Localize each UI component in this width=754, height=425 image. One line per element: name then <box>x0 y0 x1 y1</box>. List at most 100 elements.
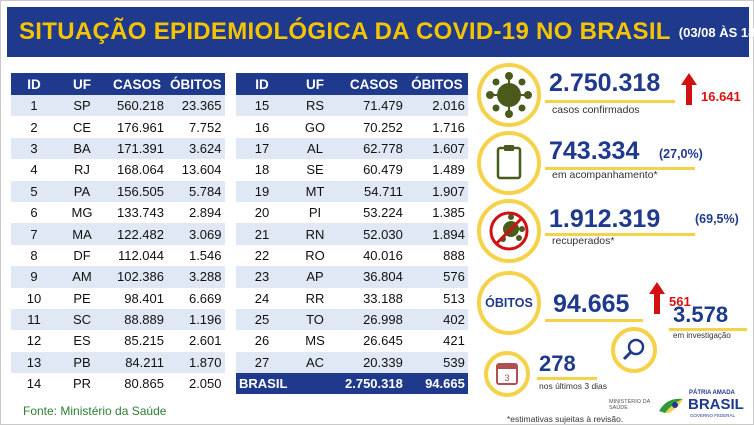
obitos-cell: 1.607 <box>405 137 468 160</box>
id-cell: 20 <box>254 205 270 221</box>
obitos-cell: 1.196 <box>167 308 225 331</box>
uf-cell: TO <box>288 308 342 331</box>
uf-cell: DF <box>73 247 91 263</box>
table-row: 9 AM 102.386 3.288 <box>11 266 225 288</box>
table-row: 22 RO 40.016 888 <box>236 245 468 266</box>
id-cell: 8 <box>30 247 38 263</box>
casos-cell: 156.505 <box>107 180 167 202</box>
id-cell: 14 <box>26 376 42 392</box>
casos-cell: 84.211 <box>107 351 167 374</box>
recovered-underline <box>545 233 695 236</box>
id-cell: 26 <box>254 333 270 349</box>
id-cell: 1 <box>11 95 57 117</box>
id-cell: 18 <box>254 162 270 178</box>
table-row: 10 PE 98.401 6.669 <box>11 288 225 309</box>
id-cell: 3 <box>11 137 57 160</box>
id-cell: 16 <box>254 119 270 135</box>
id-cell: 2 <box>30 119 38 135</box>
casos-cell: 171.391 <box>107 137 167 160</box>
deaths-underline <box>545 319 643 322</box>
id-cell: 9 <box>11 266 57 288</box>
uf-cell: AL <box>288 137 342 160</box>
investigation-caption: em investigação <box>673 331 731 340</box>
obitos-cell: 3.288 <box>167 266 225 288</box>
casos-cell: 53.224 <box>363 205 403 221</box>
monitoring-badge <box>477 131 541 195</box>
id-cell: 21 <box>236 223 288 245</box>
col-id: ID <box>11 73 57 95</box>
casos-cell: 71.479 <box>342 95 406 117</box>
obitos-cell: 5.784 <box>167 180 225 202</box>
deaths-badge: ÓBITOS <box>477 271 541 335</box>
obitos-cell: 1.385 <box>432 205 465 221</box>
casos-cell: 62.778 <box>342 137 406 160</box>
header-banner: SITUAÇÃO EPIDEMIOLÓGICA DA COVID-19 NO B… <box>7 7 754 57</box>
deaths-label: ÓBITOS <box>485 296 533 310</box>
confirmed-underline <box>545 100 675 103</box>
uf-cell: PI <box>308 205 322 221</box>
obitos-cell: 23.365 <box>167 95 225 117</box>
states-table-right: ID UF CASOS ÓBITOS 15 RS 71.479 2.016 16 GO 70… <box>236 73 468 395</box>
table-row: 15 RS 71.479 2.016 <box>236 95 468 117</box>
col-casos: CASOS <box>107 73 167 95</box>
table-row: 1 SP 560.218 23.365 <box>11 95 225 117</box>
uf-cell: BA <box>57 137 107 160</box>
casos-cell: 122.482 <box>107 223 167 245</box>
id-cell: 17 <box>236 137 288 160</box>
casos-cell: 60.479 <box>363 162 403 178</box>
obitos-cell: 513 <box>443 290 465 306</box>
col-casos: CASOS <box>342 73 406 95</box>
up-arrow-icon <box>649 282 665 314</box>
casos-cell: 176.961 <box>117 119 164 135</box>
table-row: 17 AL 62.778 1.607 <box>236 137 468 160</box>
table-row: 16 GO 70.252 1.716 <box>236 116 468 137</box>
uf-cell: PE <box>73 290 91 306</box>
recent-underline <box>537 377 597 380</box>
uf-cell: SP <box>57 95 107 117</box>
id-cell: 11 <box>11 308 57 331</box>
id-cell: 10 <box>26 290 42 306</box>
col-id: ID <box>236 73 288 95</box>
total-obitos: 94.665 <box>405 373 468 395</box>
table-row: 3 BA 171.391 3.624 <box>11 137 225 160</box>
brasil-subtitle: GOVERNO FEDERAL <box>690 413 736 418</box>
table-row: 21 RN 52.030 1.894 <box>236 223 468 245</box>
casos-cell: 80.865 <box>124 376 164 392</box>
obitos-cell: 13.604 <box>181 162 222 178</box>
table-row: 24 RR 33.188 513 <box>236 288 468 309</box>
table-row: 20 PI 53.224 1.385 <box>236 202 468 223</box>
no-virus-icon <box>489 211 529 251</box>
uf-cell: RS <box>288 95 342 117</box>
brasil-logo: BRASIL <box>688 396 744 413</box>
obitos-cell: 1.546 <box>188 247 222 263</box>
ministry-logo: MINISTÉRIO DA SAÚDE <box>609 399 651 411</box>
table-row: 2 CE 176.961 7.752 <box>11 116 225 137</box>
monitoring-percent: (27,0%) <box>659 147 703 161</box>
table-row: 4 RJ 168.064 13.604 <box>11 159 225 180</box>
confirmed-caption: casos confirmados <box>552 104 640 116</box>
table-row: 12 ES 85.215 2.601 <box>11 330 225 351</box>
total-row: BRASIL 2.750.318 94.665 <box>236 373 468 395</box>
obitos-cell: 1.716 <box>432 119 465 135</box>
uf-cell: RN <box>288 223 342 245</box>
clipboard-icon <box>496 145 522 180</box>
investigation-underline <box>669 328 747 331</box>
casos-cell: 54.711 <box>342 180 406 202</box>
obitos-cell: 7.752 <box>188 119 222 135</box>
casos-cell: 98.401 <box>124 290 164 306</box>
confirmed-badge <box>477 63 541 127</box>
id-cell: 23 <box>236 266 288 288</box>
uf-cell: MS <box>305 333 325 349</box>
uf-cell: ES <box>73 333 91 349</box>
report-date: (03/08 ÀS 18:30H) <box>678 24 754 40</box>
uf-cell: PA <box>57 180 107 202</box>
col-uf: UF <box>57 73 107 95</box>
id-cell: 19 <box>236 180 288 202</box>
states-table-left: ID UF CASOS ÓBITOS 1 SP 560.218 23.365 2 CE 17… <box>11 73 225 394</box>
table-row: 8 DF 112.044 1.546 <box>11 245 225 266</box>
table-header-row: ID UF CASOS ÓBITOS <box>11 73 225 95</box>
deaths-delta: 561 <box>669 294 691 309</box>
obitos-cell: 402 <box>405 308 468 331</box>
table-row: 6 MG 133.743 2.894 <box>11 202 225 223</box>
